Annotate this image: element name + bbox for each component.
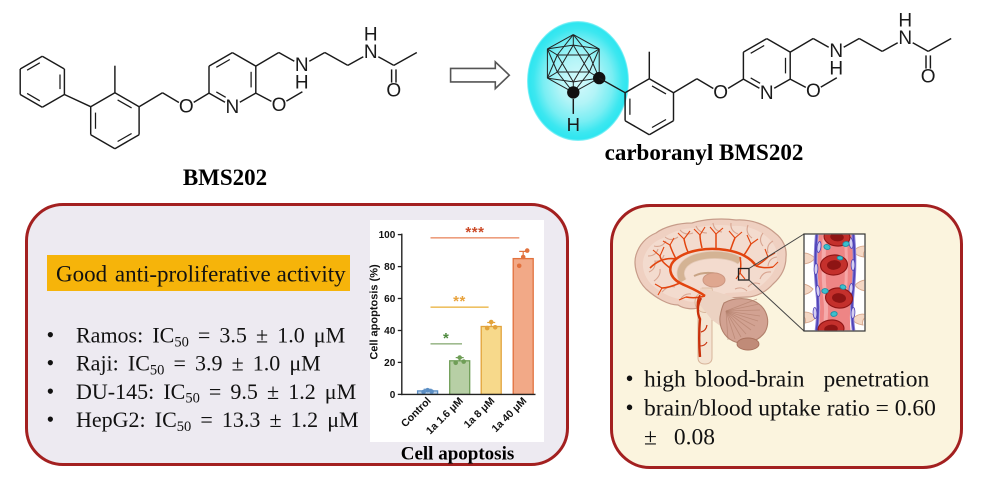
svg-text:*: *: [443, 330, 449, 347]
svg-text:N: N: [226, 97, 240, 118]
svg-text:O: O: [921, 67, 936, 88]
svg-text:•: •: [47, 322, 55, 347]
svg-text:O: O: [386, 81, 401, 102]
svg-text:Raji: IC50​ = 3.9 ± 1.0 μM: Raji: IC50​ = 3.9 ± 1.0 μM: [76, 351, 321, 379]
svg-text:N: N: [295, 55, 309, 76]
svg-text:H: H: [898, 11, 912, 32]
svg-text:H: H: [567, 114, 580, 135]
svg-text:**: **: [453, 293, 466, 310]
svg-text:carboranyl BMS202: carboranyl BMS202: [605, 140, 804, 165]
svg-text:O: O: [713, 82, 728, 103]
svg-text:60: 60: [384, 294, 396, 305]
svg-text:O: O: [272, 95, 287, 116]
svg-text:Ramos: IC50​ = 3.5 ± 1.0 μM: Ramos: IC50​ = 3.5 ± 1.0 μM: [76, 323, 345, 351]
svg-text:H: H: [295, 72, 309, 93]
svg-text:BMS202: BMS202: [183, 165, 267, 190]
svg-text:N: N: [829, 41, 843, 62]
svg-text:DU-145: IC50​ = 9.5 ± 1.2 μM: DU-145: IC50​ = 9.5 ± 1.2 μM: [76, 379, 356, 407]
svg-text:•: •: [47, 378, 55, 403]
svg-text:100: 100: [379, 230, 396, 241]
svg-text:•: •: [47, 407, 55, 432]
svg-text:N: N: [898, 28, 912, 49]
svg-text:±0.08: ±0.08: [644, 425, 715, 451]
svg-text:O: O: [806, 81, 821, 102]
svg-text:40: 40: [384, 326, 396, 337]
svg-text:N: N: [364, 42, 378, 63]
svg-text:O: O: [179, 96, 194, 117]
svg-text:Cell apoptosis (%): Cell apoptosis (%): [369, 264, 381, 360]
svg-text:•: •: [626, 395, 634, 420]
svg-text:0: 0: [390, 390, 396, 401]
svg-text:80: 80: [384, 262, 396, 273]
svg-text:•: •: [626, 366, 634, 391]
svg-text:HepG2: IC50​ = 13.3 ± 1.2 μM: HepG2: IC50​ = 13.3 ± 1.2 μM: [76, 407, 359, 435]
svg-text:brain/blood uptake ratio = 0.6: brain/blood uptake ratio = 0.60: [644, 396, 936, 422]
svg-text:H: H: [829, 58, 843, 79]
svg-text:N: N: [760, 83, 774, 104]
svg-text:20: 20: [384, 358, 396, 369]
svg-text:H: H: [364, 25, 378, 46]
svg-text:Cell apoptosis: Cell apoptosis: [401, 444, 515, 465]
svg-text:•: •: [47, 350, 55, 375]
svg-text:***: ***: [465, 224, 484, 241]
